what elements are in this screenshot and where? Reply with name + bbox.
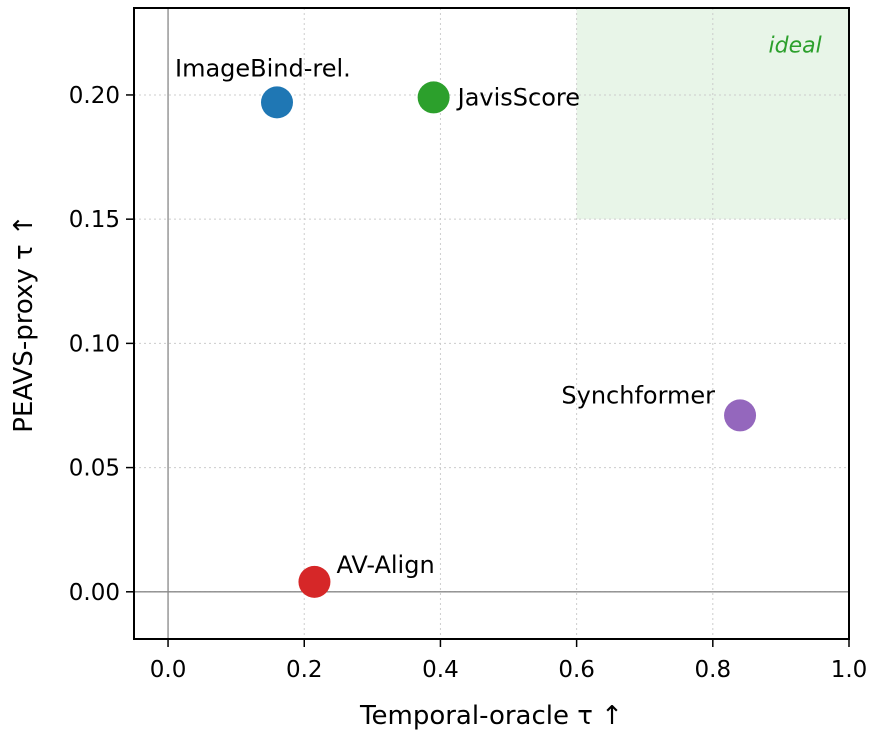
x-tick-label: 1.0: [831, 657, 868, 683]
x-tick-label: 0.2: [286, 657, 323, 683]
y-tick-label: 0.05: [69, 456, 120, 482]
point-label-javisscore: JavisScore: [456, 83, 580, 111]
point-av-align: [298, 565, 331, 598]
point-label-imagebind-rel: ImageBind-rel.: [175, 54, 351, 82]
x-axis-title: Temporal-oracle τ ↑: [359, 701, 623, 731]
x-tick-label: 0.0: [150, 657, 187, 683]
point-label-av-align: AV-Align: [336, 551, 434, 579]
point-javisscore: [417, 81, 450, 114]
point-synchformer: [724, 399, 757, 432]
point-label-synchformer: Synchformer: [561, 381, 715, 409]
y-axis-title: PEAVS-proxy τ ↑: [9, 214, 39, 432]
point-labels-layer: ImageBind-rel. JavisScore Synchformer AV-Al…: [175, 54, 715, 578]
ideal-region-label: ideal: [769, 34, 822, 59]
x-tick-label: 0.8: [695, 657, 732, 683]
x-tick-label: 0.4: [422, 657, 459, 683]
y-tick-label: 0.00: [69, 580, 120, 606]
reference-lines-layer: [134, 8, 849, 639]
x-tick-label: 0.6: [558, 657, 595, 683]
points-layer: [261, 81, 757, 598]
point-imagebind-rel: [261, 86, 293, 119]
plot-frame: [133, 7, 850, 640]
y-tick-label: 0.15: [69, 207, 120, 233]
y-tick-label: 0.10: [69, 331, 120, 357]
ticks-layer: 0.0 0.2 0.4 0.6 0.8 1.0 0.00 0.05 0.10 0.15 0.20: [69, 83, 868, 683]
y-tick-label: 0.20: [69, 83, 120, 109]
